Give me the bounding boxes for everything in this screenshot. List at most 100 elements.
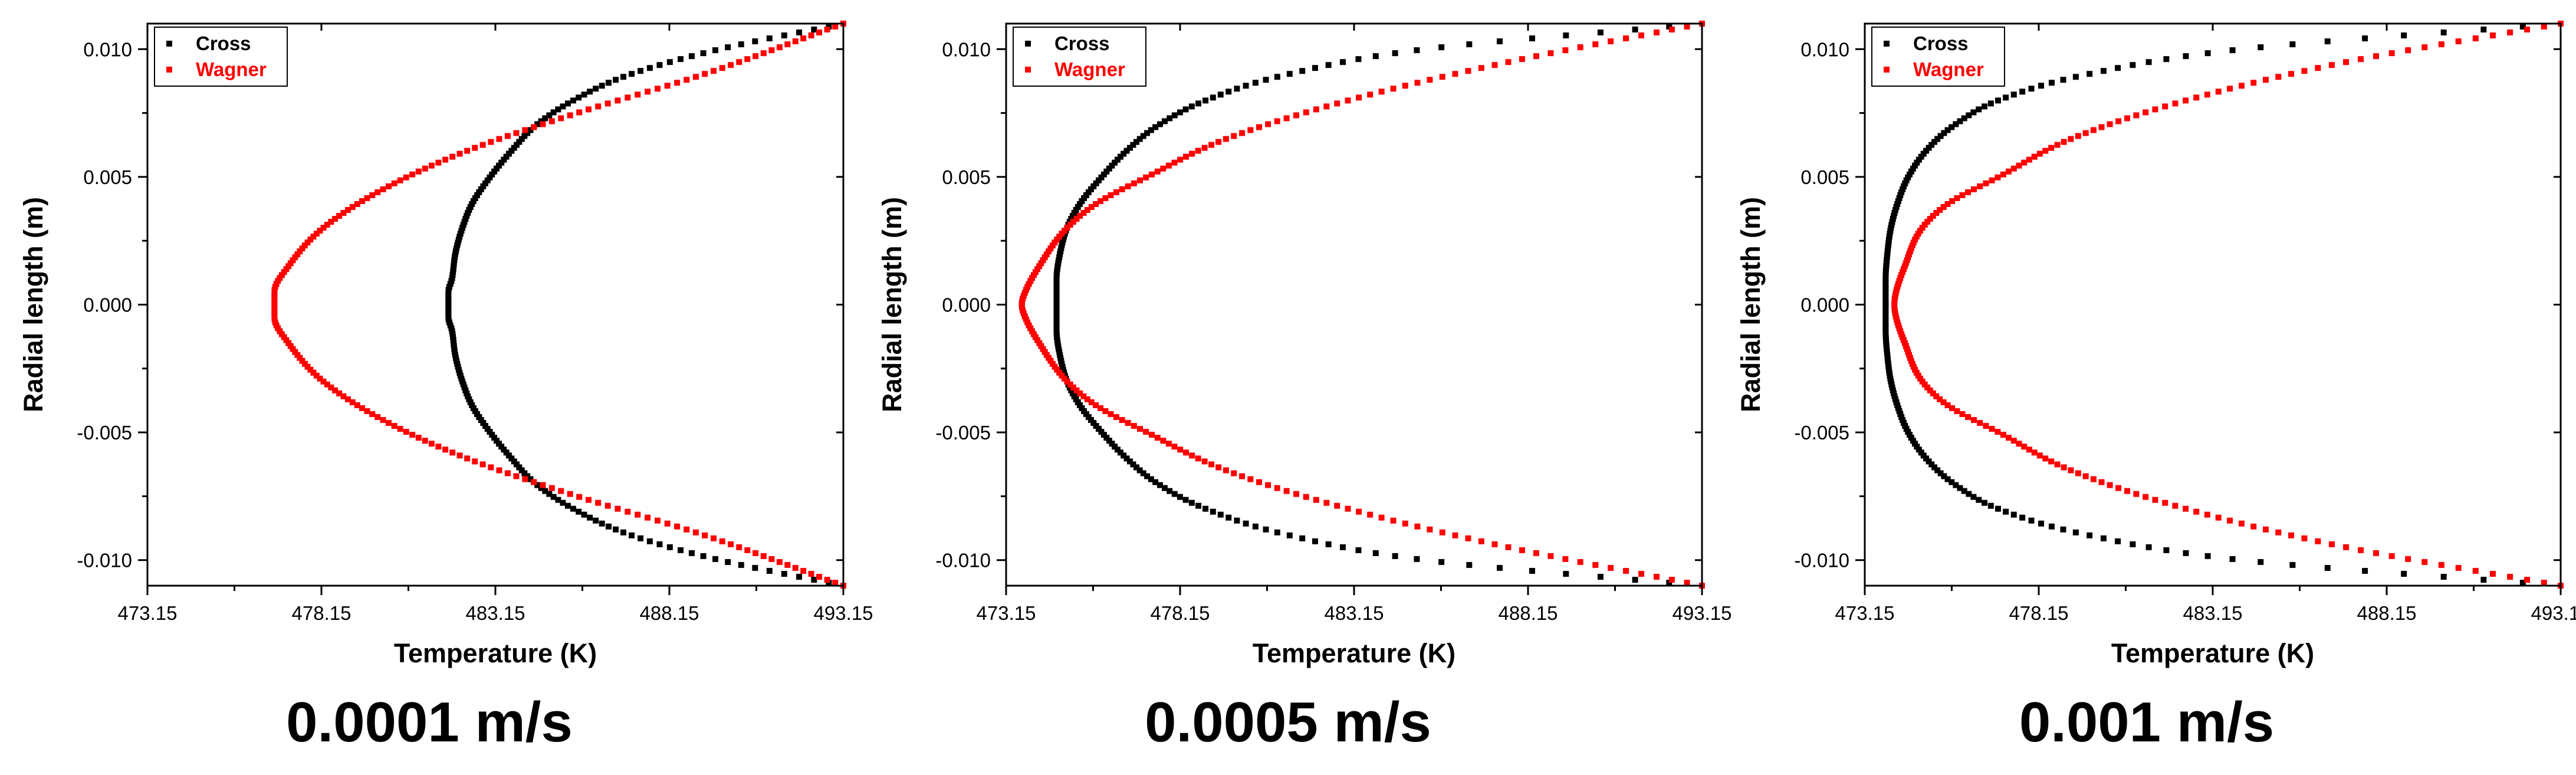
data-point-cross [1920,150,1927,157]
data-point-wagner [558,488,564,494]
data-point-cross [460,381,466,388]
data-point-cross [1073,206,1079,213]
data-point-cross [1893,203,1900,210]
series-cross [445,21,846,589]
data-point-wagner [1043,352,1050,358]
data-point-cross [1597,573,1604,580]
data-point-wagner [2328,541,2335,547]
data-point-wagner [317,228,323,234]
data-point-cross [2440,573,2447,580]
data-point-cross [1053,325,1060,331]
data-point-wagner [391,423,397,429]
data-point-cross [456,369,463,376]
data-point-wagner [313,231,320,237]
data-point-cross [1895,405,1901,412]
data-point-cross [1897,411,1904,418]
data-point-wagner [1684,24,1690,30]
data-point-cross [1339,544,1346,550]
data-point-wagner [1919,225,1926,231]
data-point-cross [1056,346,1062,352]
data-point-cross [1077,201,1083,207]
data-point-cross [1075,399,1081,406]
data-point-cross [605,80,612,86]
data-point-cross [466,206,472,213]
data-point-wagner [1080,393,1087,399]
data-point-cross [1953,482,1959,488]
data-point-wagner [2115,485,2122,491]
data-point-cross [478,186,484,192]
data-point-wagner [1623,35,1629,42]
data-point-wagner [654,86,661,92]
data-point-cross [505,150,512,157]
data-point-wagner [317,375,323,382]
data-point-wagner [1892,293,1898,299]
data-point-wagner [271,316,278,323]
data-point-wagner [2373,550,2379,556]
data-point-cross [1055,260,1062,267]
data-point-wagner [1519,56,1525,63]
data-point-cross [1882,325,1889,331]
data-point-wagner [711,68,717,74]
data-point-cross [1188,103,1195,110]
data-point-cross [2289,41,2296,48]
data-point-cross [781,32,787,39]
data-point-wagner [1940,203,1947,210]
data-point-wagner [1891,295,1898,302]
data-point-cross [638,68,644,74]
data-point-wagner [2357,547,2364,553]
legend-label-wagner: Wagner [196,58,267,80]
y-tick-label: 0.005 [83,166,132,188]
data-point-cross [1944,127,1951,133]
data-point-cross [1882,281,1889,287]
data-point-cross [1053,319,1060,326]
x-tick-label: 483.15 [466,602,525,624]
data-point-wagner [1067,381,1073,388]
data-point-cross [620,74,627,80]
y-tick-label: 0.010 [942,38,991,60]
data-point-wagner [271,313,278,320]
data-point-cross [1905,174,1911,180]
data-point-cross [1903,177,1910,183]
data-point-cross [1069,213,1076,219]
data-point-cross [1112,159,1118,166]
data-point-cross [542,115,548,121]
data-point-wagner [442,156,449,163]
data-point-cross [1907,432,1913,438]
data-point-cross [1896,195,1903,201]
data-point-cross [516,139,523,145]
data-point-wagner [1900,337,1907,343]
y-tick-label: 0.000 [83,294,132,316]
data-point-wagner [364,408,370,415]
data-point-wagner [1149,432,1155,438]
data-point-cross [455,239,461,246]
data-point-wagner [2010,165,2017,172]
data-point-wagner [1160,438,1167,444]
data-point-wagner [2098,124,2105,130]
data-point-cross [451,257,458,264]
data-point-wagner [2061,139,2067,145]
data-point-cross [1882,290,1889,296]
data-point-wagner [1900,266,1907,272]
data-point-cross [2401,570,2407,577]
data-point-wagner [301,360,308,367]
data-point-cross [448,325,455,331]
data-point-wagner [2238,83,2245,89]
data-point-cross [474,192,481,198]
data-point-wagner [1021,290,1028,296]
data-point-wagner [1041,349,1048,355]
data-point-wagner [1208,142,1215,148]
data-point-wagner [464,147,471,154]
data-point-wagner [290,257,296,264]
legend-label-wagner: Wagner [1054,58,1125,80]
data-point-cross [1885,360,1891,367]
series-cross [1053,21,1705,589]
data-point-wagner [290,346,296,352]
data-point-cross [593,86,599,92]
data-point-wagner [513,473,520,480]
data-point-wagner [719,538,725,544]
data-point-wagner [2262,526,2269,533]
data-point-wagner [1439,529,1445,536]
data-point-wagner [1547,553,1554,559]
data-point-wagner [625,508,631,515]
data-point-cross [629,71,635,77]
